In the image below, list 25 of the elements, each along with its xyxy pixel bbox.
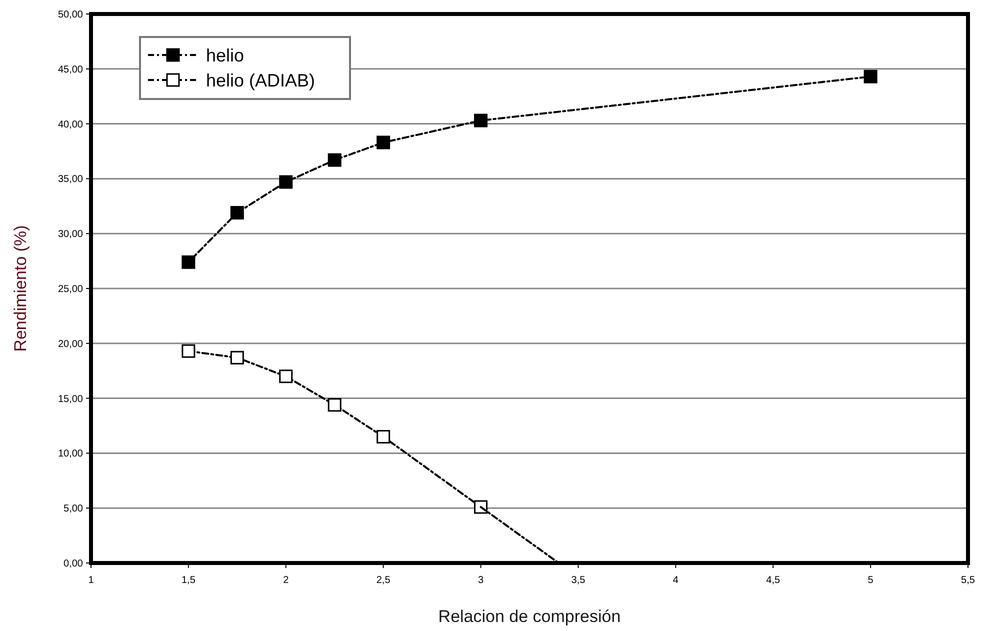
y-tick-label: 20,00 (58, 338, 84, 350)
x-tick-label: 3,5 (571, 575, 586, 586)
y-tick-label: 5,00 (64, 504, 84, 515)
y-tick-label: 35,00 (58, 174, 84, 186)
x-tick-label: 1 (88, 575, 94, 586)
x-tick-label: 3 (478, 575, 484, 586)
y-tick-label: 50,00 (58, 10, 84, 20)
y-axis-title: Rendimiento (%) (11, 225, 30, 352)
y-tick-label: 10,00 (58, 448, 84, 460)
y-tick-label: 0,00 (64, 558, 84, 570)
x-tick-label: 1,5 (181, 575, 196, 586)
x-tick-label: 5 (868, 575, 874, 586)
x-tick-label: 5,5 (961, 575, 976, 586)
legend-label: helio (206, 45, 244, 66)
x-tick-label: 4 (672, 575, 679, 586)
legend-label: helio (ADIAB) (206, 70, 316, 90)
x-tick-label: 2,5 (376, 575, 391, 586)
x-tick-label: 2 (283, 575, 290, 586)
y-tick-label: 30,00 (58, 229, 84, 240)
y-tick-label: 40,00 (58, 119, 84, 130)
x-tick-label: 4,5 (766, 575, 780, 586)
y-tick-label: 45,00 (58, 64, 84, 76)
y-tick-label: 25,00 (58, 284, 84, 295)
y-tick-label: 15,00 (58, 394, 84, 405)
x-axis-title: Relacion de compresión (438, 607, 621, 626)
